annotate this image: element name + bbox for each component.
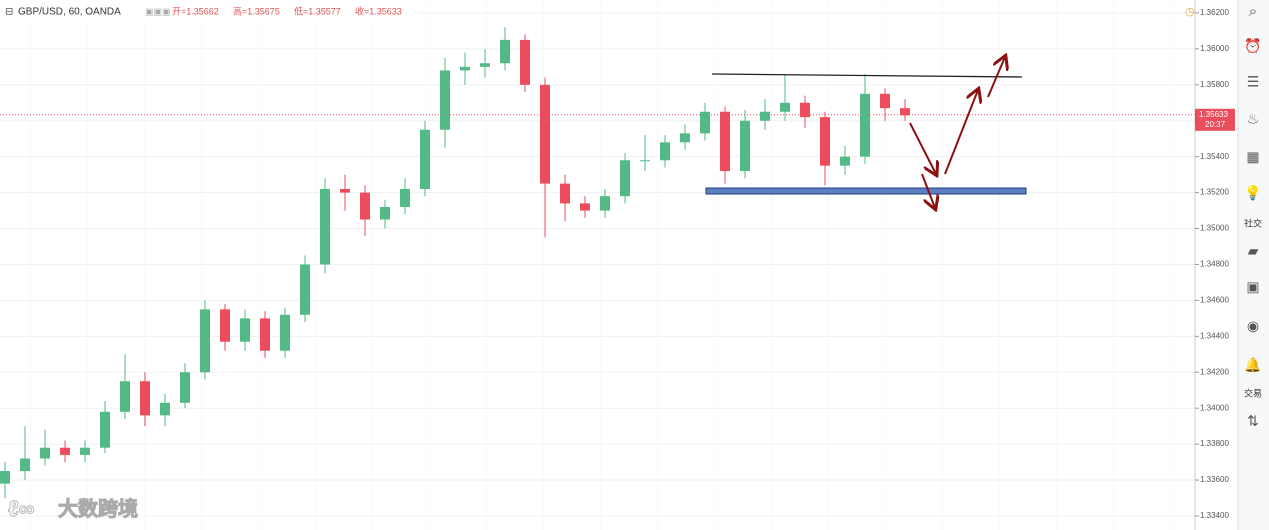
candle-body bbox=[420, 129, 430, 190]
candle-body bbox=[720, 111, 730, 172]
y-tick-label: 1.35400 bbox=[1200, 152, 1229, 161]
candle-body bbox=[900, 108, 910, 116]
settings-icons[interactable]: ▣▣▣ bbox=[145, 6, 171, 16]
tool-icon[interactable]: ⇅ bbox=[1247, 413, 1259, 429]
candle-body bbox=[580, 203, 590, 211]
toolbar-label: 社交 bbox=[1244, 217, 1262, 228]
arrow bbox=[944, 90, 978, 175]
price-label: 1.35633 bbox=[1199, 110, 1228, 119]
candle-body bbox=[280, 314, 290, 351]
time-grid bbox=[0, 0, 1195, 530]
candle-body bbox=[140, 381, 150, 416]
candle-body bbox=[400, 189, 410, 207]
candle-body bbox=[780, 102, 790, 112]
candle-body bbox=[880, 93, 890, 109]
candle-body bbox=[640, 160, 650, 162]
candle-body bbox=[20, 458, 30, 472]
candle-body bbox=[600, 196, 610, 211]
candle-body bbox=[360, 192, 370, 220]
y-tick-label: 1.36200 bbox=[1200, 8, 1229, 17]
ohlc-value: 低=1.35577 bbox=[294, 5, 341, 16]
watermark-logo: ℓ∞ bbox=[8, 496, 34, 521]
candle-body bbox=[220, 309, 230, 342]
arrow bbox=[921, 173, 935, 208]
candle-body bbox=[800, 102, 810, 118]
collapse-icon[interactable]: ⊟ bbox=[5, 7, 13, 18]
candle-body bbox=[460, 66, 470, 71]
tool-icon[interactable]: ♨ bbox=[1247, 111, 1260, 127]
candle-body bbox=[160, 402, 170, 416]
resistance-line bbox=[711, 73, 1023, 78]
candle-body bbox=[180, 372, 190, 403]
candle-body bbox=[700, 111, 710, 134]
y-tick-label: 1.33800 bbox=[1200, 439, 1229, 448]
candle-body bbox=[60, 447, 70, 455]
candle-body bbox=[820, 117, 830, 166]
candle-body bbox=[100, 411, 110, 448]
tool-icon[interactable]: ☰ bbox=[1247, 74, 1260, 90]
candle-body bbox=[500, 39, 510, 64]
candle-body bbox=[340, 189, 350, 193]
candle-body bbox=[520, 39, 530, 85]
tool-icon[interactable]: ▰ bbox=[1248, 243, 1259, 259]
tool-icon[interactable]: ▣ bbox=[1246, 279, 1259, 295]
candle-body bbox=[120, 381, 130, 412]
y-tick-label: 1.34800 bbox=[1200, 260, 1229, 269]
y-tick-label: 1.36000 bbox=[1200, 44, 1229, 53]
y-tick-label: 1.35800 bbox=[1200, 80, 1229, 89]
candle-body bbox=[0, 471, 10, 484]
y-tick-label: 1.34600 bbox=[1200, 296, 1229, 305]
tool-icon[interactable]: 🔔 bbox=[1244, 357, 1261, 374]
arrow bbox=[909, 122, 936, 174]
candle-body bbox=[840, 156, 850, 166]
tool-icon[interactable]: 💡 bbox=[1244, 185, 1261, 202]
y-tick-label: 1.34000 bbox=[1200, 403, 1229, 412]
tool-icon[interactable]: ◉ bbox=[1247, 318, 1259, 334]
annotations bbox=[705, 57, 1027, 208]
candle-body bbox=[740, 120, 750, 172]
y-tick-label: 1.34200 bbox=[1200, 367, 1229, 376]
candle-body bbox=[660, 142, 670, 161]
candle-body bbox=[260, 318, 270, 351]
tool-icon[interactable]: ⌕ bbox=[1249, 3, 1257, 20]
legend-bg bbox=[0, 0, 420, 22]
y-tick-label: 1.34400 bbox=[1200, 331, 1229, 340]
y-tick-label: 1.33600 bbox=[1200, 475, 1229, 484]
candle-body bbox=[320, 189, 330, 265]
candle-body bbox=[540, 84, 550, 184]
ohlc-value: 高=1.35675 bbox=[233, 5, 280, 16]
ohlc-value: 收=1.35633 bbox=[355, 5, 402, 16]
support-zone bbox=[705, 187, 1027, 195]
tool-icon[interactable]: ⏰ bbox=[1244, 37, 1261, 55]
toolbar: ⌕ ⏰ ☰ ♨ ▦ 💡 社交 ▰ ▣ ◉ 🔔 交易 ⇅ bbox=[1237, 0, 1269, 530]
symbol-title: GBP/USD, 60, OANDA bbox=[18, 7, 121, 18]
y-tick-label: 1.35000 bbox=[1200, 224, 1229, 233]
candle-body bbox=[80, 447, 90, 455]
y-tick-label: 1.33400 bbox=[1200, 511, 1229, 520]
candle-body bbox=[440, 70, 450, 130]
candle-body bbox=[200, 309, 210, 373]
y-tick-label: 1.35200 bbox=[1200, 188, 1229, 197]
arrow bbox=[987, 57, 1005, 98]
candle-body bbox=[560, 183, 570, 204]
tool-icon[interactable]: ▦ bbox=[1246, 149, 1259, 165]
candle-body bbox=[760, 111, 770, 121]
ohlc-value: 开=1.35662 bbox=[172, 6, 219, 16]
price-tag bbox=[1195, 108, 1235, 131]
candle-body bbox=[240, 318, 250, 342]
candle-body bbox=[860, 93, 870, 157]
candle-body bbox=[40, 447, 50, 459]
watermark: 大数跨境 bbox=[58, 496, 138, 520]
candle-body bbox=[620, 160, 630, 197]
candle-body bbox=[480, 63, 490, 67]
candle-body bbox=[380, 206, 390, 220]
toolbar-label: 交易 bbox=[1244, 387, 1262, 398]
price-time: 20:37 bbox=[1205, 120, 1226, 129]
candle-body bbox=[300, 264, 310, 315]
candle-body bbox=[680, 133, 690, 143]
alert-icon[interactable]: ◷ bbox=[1185, 6, 1195, 18]
